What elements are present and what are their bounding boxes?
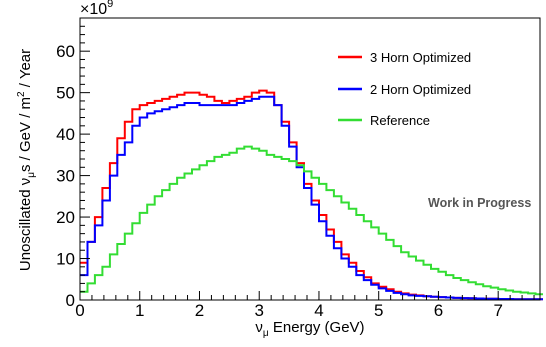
x-tick-label: 6 (434, 301, 443, 320)
legend: 3 Horn Optimized 2 Horn Optimized Refere… (338, 50, 471, 128)
x-tick-label: 2 (195, 301, 204, 320)
y-tick-label: 50 (56, 84, 75, 103)
y-tick-label: 30 (56, 167, 75, 186)
x-label-main: ν (255, 319, 263, 336)
y-axis-multiplier: ×109 (80, 0, 113, 18)
series-line-2-horn-optimized (80, 95, 543, 301)
y-label-prefix: Unoscillated ν (17, 178, 34, 271)
x-tick-label: 1 (135, 301, 144, 320)
y-multiplier-exp: 9 (107, 0, 113, 10)
y-label-suffix: / Year (17, 49, 34, 92)
x-tick-label: 5 (374, 301, 383, 320)
series-line-reference (80, 145, 543, 296)
y-tick-label: 60 (56, 42, 75, 61)
x-axis-ticks: 0 1 2 3 4 5 6 7 (75, 291, 535, 320)
legend-label-2horn: 2 Horn Optimized (370, 82, 471, 97)
y-axis-label: Unoscillated νμs / GeV / m2 / Year (16, 49, 37, 271)
y-label-mid: s / GeV / m (17, 97, 34, 172)
x-label-rest: Energy (GeV) (269, 319, 365, 336)
y-axis-ticks: 0 10 20 30 40 50 60 (56, 17, 90, 310)
series-layer (80, 89, 543, 301)
y-label-sub: μ (26, 172, 37, 178)
y-tick-label: 0 (66, 291, 75, 310)
y-tick-label: 20 (56, 208, 75, 227)
x-label-sub: μ (263, 328, 269, 339)
x-tick-label: 0 (75, 301, 84, 320)
x-tick-label: 3 (254, 301, 263, 320)
x-tick-label: 4 (314, 301, 323, 320)
y-multiplier-base: ×10 (80, 1, 107, 18)
y-tick-label: 10 (56, 250, 75, 269)
y-tick-label: 40 (56, 125, 75, 144)
legend-label-reference: Reference (370, 113, 430, 128)
y-label-sup: 2 (16, 91, 27, 97)
x-tick-label: 7 (493, 301, 502, 320)
work-in-progress-annotation: Work in Progress (428, 196, 531, 210)
x-axis-label: νμ Energy (GeV) (255, 319, 364, 339)
legend-label-3horn: 3 Horn Optimized (370, 50, 471, 65)
